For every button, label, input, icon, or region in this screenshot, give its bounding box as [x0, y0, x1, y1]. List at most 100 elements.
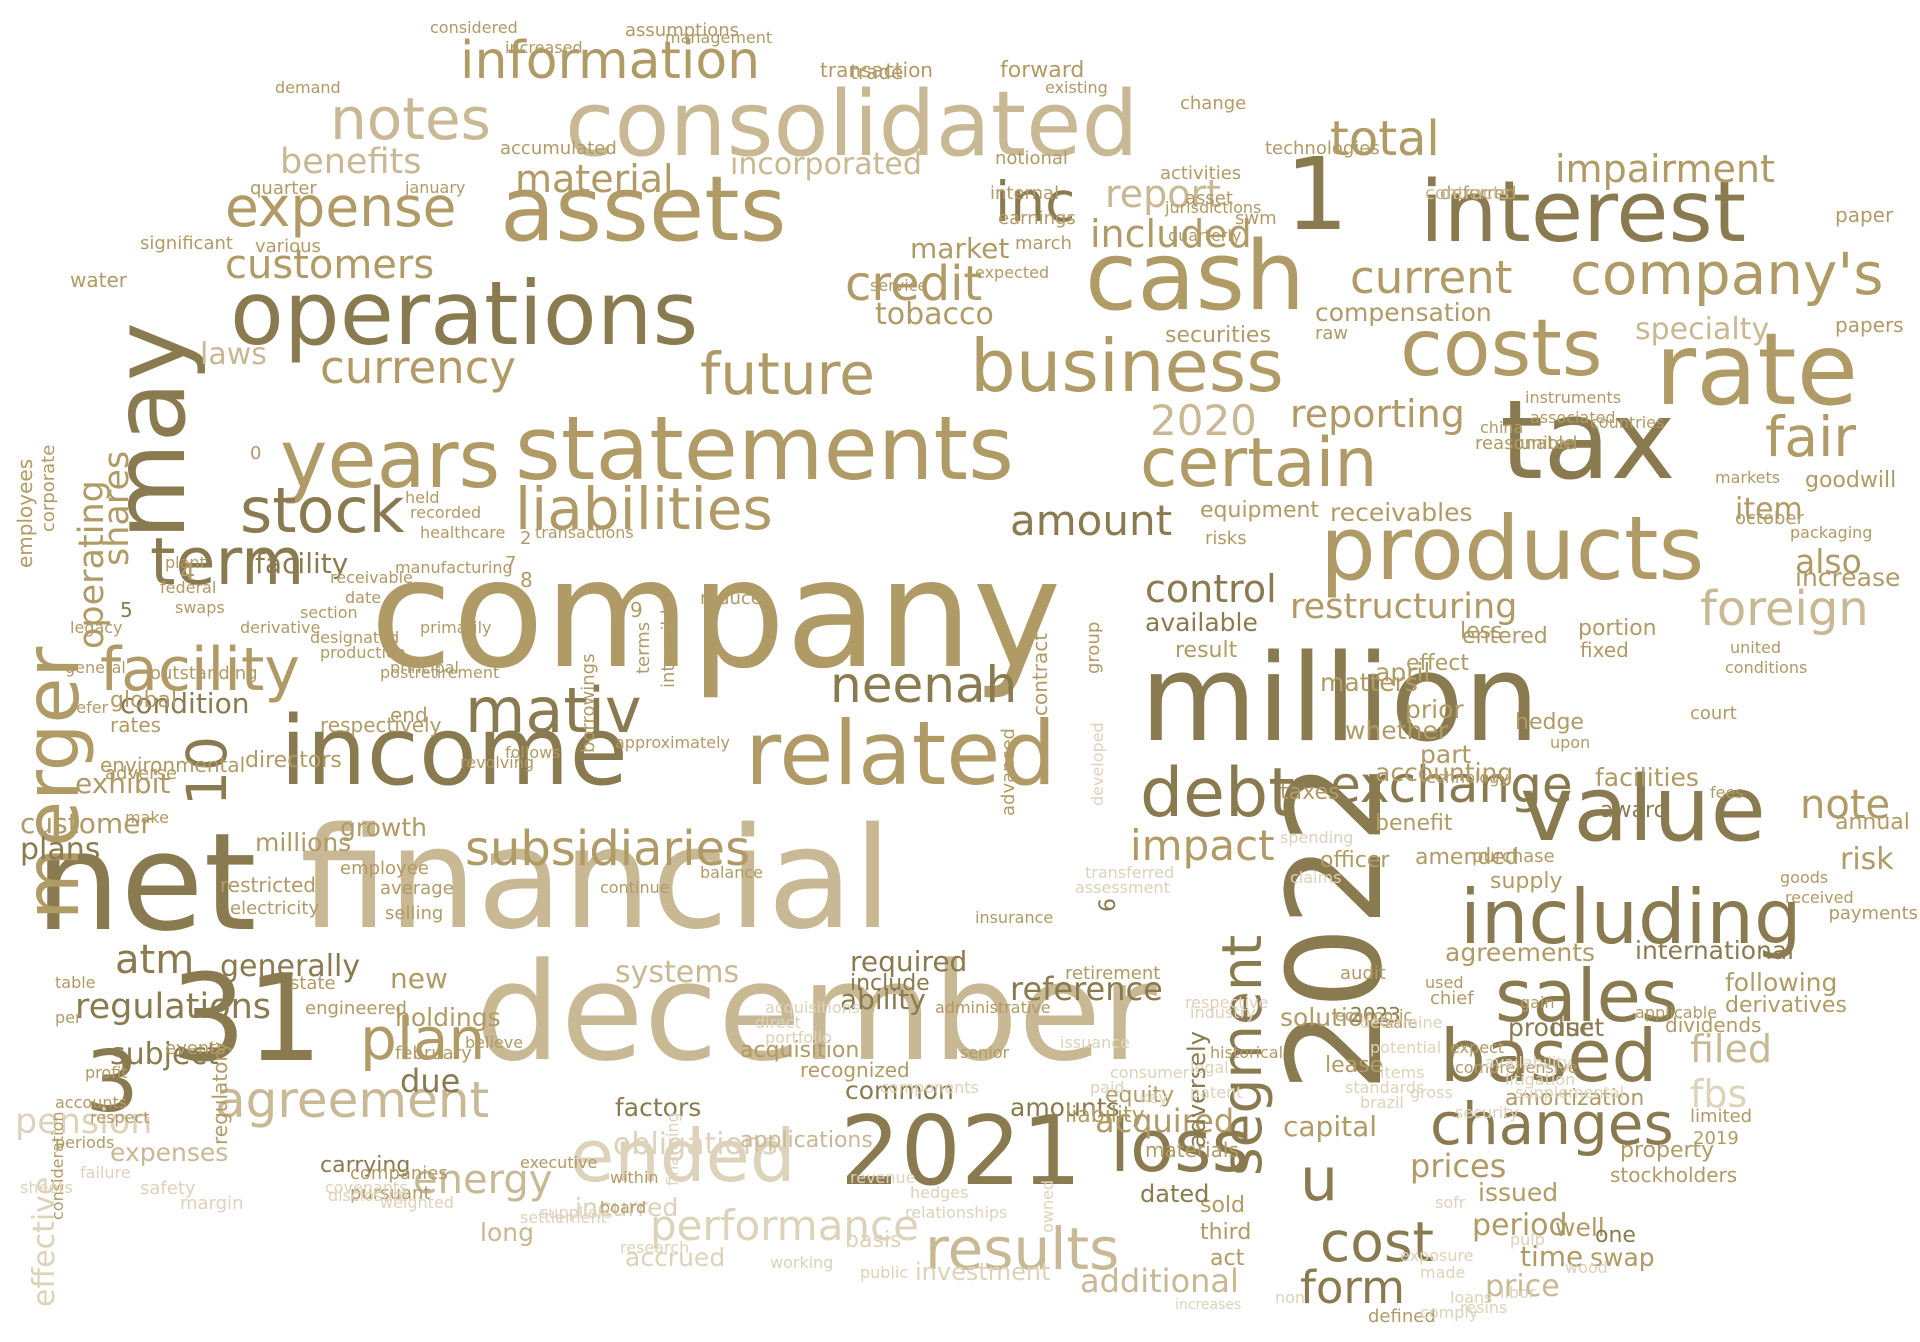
cloud-word: outstanding [150, 663, 258, 684]
cloud-word: liability [1065, 1103, 1145, 1128]
cloud-word: earnings [998, 208, 1076, 229]
cloud-word: audit [1340, 963, 1386, 984]
cloud-word: basis [845, 1228, 902, 1253]
cloud-word: end [390, 703, 428, 727]
cloud-word: part [1420, 740, 1472, 769]
cloud-word: cost [1320, 1210, 1435, 1274]
cloud-word: technologies [1265, 138, 1380, 159]
cloud-word: market [910, 232, 1010, 265]
cloud-word: designated [310, 628, 400, 647]
cloud-word: results [925, 1215, 1120, 1283]
cloud-word: 0 [250, 443, 262, 464]
cloud-word: exhibit [75, 767, 171, 800]
cloud-word: total [1330, 111, 1440, 167]
cloud-word: years [280, 413, 501, 506]
cloud-word: associated [1530, 408, 1616, 427]
cloud-word: third [1200, 1220, 1252, 1245]
cloud-word: october [1735, 508, 1804, 529]
cloud-word: applicable [1635, 1003, 1718, 1022]
cloud-word: relationships [905, 1203, 1008, 1222]
cloud-word: healthcare [420, 523, 506, 542]
cloud-word: primarily [420, 618, 492, 637]
cloud-word: demand [275, 78, 341, 97]
cloud-word: new [390, 962, 448, 995]
cloud-word: growth [340, 813, 427, 842]
cloud-word: rates [110, 713, 162, 737]
cloud-word: events [165, 1038, 226, 1059]
cloud-word: sheets [20, 1178, 73, 1197]
cloud-word: paid [1090, 1078, 1125, 1097]
cloud-word: facilities [1595, 763, 1699, 792]
cloud-word: subsidiaries [465, 821, 751, 877]
cloud-word: directors [245, 748, 342, 773]
cloud-word: 31 [170, 950, 323, 1089]
cloud-word: carrying [320, 1153, 411, 1178]
cloud-word: standards [1345, 1078, 1425, 1097]
cloud-word: form [1300, 1261, 1405, 1314]
cloud-word: principal [390, 658, 459, 677]
cloud-word: historical [1210, 1043, 1284, 1062]
cloud-word: incurred [575, 1193, 679, 1222]
cloud-word: sales [1495, 954, 1679, 1038]
cloud-word: refer [70, 698, 109, 717]
cloud-word: considered [430, 18, 518, 37]
cloud-word: covenants [325, 1178, 408, 1197]
cloud-word: annual [1835, 810, 1910, 835]
cloud-word: direct [755, 1013, 801, 1032]
cloud-word: common [845, 1076, 954, 1105]
cloud-word: litigation [1505, 1070, 1576, 1089]
cloud-word: contracts [1425, 183, 1510, 204]
cloud-word: date [345, 588, 382, 607]
cloud-word: margin [180, 1193, 244, 1214]
cloud-word: amount [1010, 496, 1173, 545]
cloud-word: service [870, 276, 928, 295]
cloud-word: increase [1795, 563, 1901, 592]
cloud-word: available [1145, 608, 1258, 637]
cloud-word: swaps [175, 598, 225, 617]
cloud-word: january [405, 178, 466, 197]
cloud-word: equity [1105, 1083, 1175, 1108]
cloud-word: laws [200, 337, 267, 372]
cloud-word: electricity [230, 898, 320, 919]
cloud-word: 7 [505, 553, 517, 574]
cloud-word: jurisdictions [1165, 198, 1262, 217]
cloud-word: obligations [613, 1127, 778, 1162]
cloud-word: increased [505, 38, 583, 57]
cloud-word: received [1785, 888, 1854, 907]
cloud-word: brazil [1360, 1093, 1404, 1112]
cloud-word: 2023 [1350, 1003, 1401, 1027]
cloud-word: consolidated [565, 72, 1139, 177]
cloud-word: statements [515, 397, 1014, 500]
cloud-word: acquisitions [765, 998, 861, 1017]
cloud-word: group [1083, 621, 1104, 674]
cloud-word: note [1800, 782, 1891, 828]
cloud-word: act [1210, 1246, 1245, 1271]
cloud-word: future [700, 340, 875, 408]
cloud-word: global [110, 688, 178, 713]
cloud-word: developed [1088, 722, 1107, 807]
cloud-word: intangible [658, 598, 679, 688]
cloud-word: defined [1368, 1306, 1436, 1327]
cloud-word: held [405, 488, 440, 507]
cloud-word: deferred [1440, 183, 1517, 204]
cloud-word: assessment [1075, 878, 1170, 897]
cloud-word: forward [1000, 58, 1085, 83]
cloud-word: supplemental [1515, 1083, 1625, 1102]
cloud-word: key [1140, 1088, 1169, 1107]
cloud-word: stock [240, 474, 405, 547]
cloud-word: paper [1835, 203, 1894, 227]
cloud-word: manufacturing [395, 558, 513, 577]
cloud-word: neenah [830, 656, 1018, 714]
cloud-word: following [1725, 968, 1838, 997]
cloud-word: recorded [410, 503, 482, 522]
cloud-word: settlement [520, 1208, 607, 1227]
cloud-word: spending [1280, 828, 1354, 847]
cloud-word: borrowings [578, 653, 599, 753]
cloud-word: companies [350, 1163, 448, 1184]
cloud-word: result [1175, 638, 1238, 663]
cloud-word: prices [1410, 1147, 1507, 1185]
cloud-word: derivatives [1725, 993, 1847, 1018]
cloud-word: ended [570, 1114, 796, 1198]
cloud-word: suppliers [540, 1203, 613, 1222]
